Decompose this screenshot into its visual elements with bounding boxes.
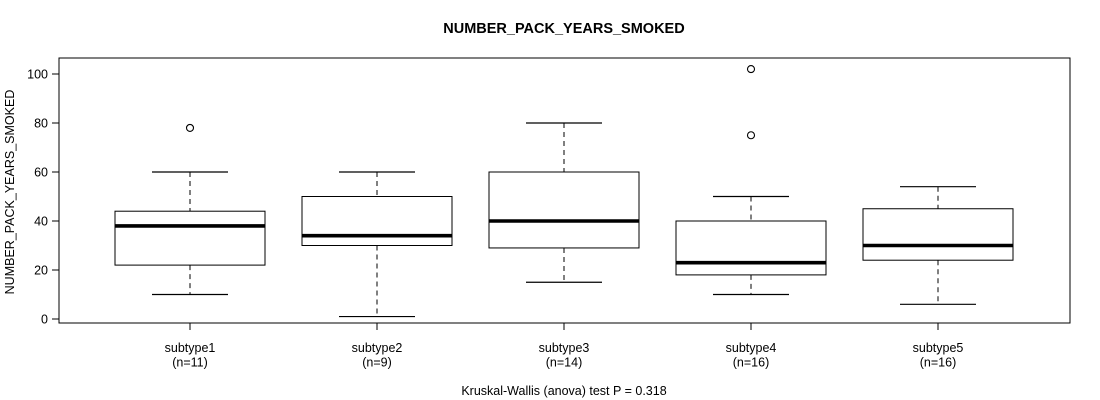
iqr-box — [675, 220, 827, 276]
outlier-point — [185, 123, 195, 132]
x-category-label: subtype4 — [726, 341, 777, 355]
stat-test-caption: Kruskal-Wallis (anova) test P = 0.318 — [461, 384, 666, 398]
outlier-point — [746, 65, 756, 74]
x-category-sublabel: (n=11) — [172, 356, 208, 370]
y-tick-label: 0 — [41, 313, 48, 327]
x-category-label: subtype2 — [352, 341, 403, 355]
x-category-label: subtype5 — [913, 341, 964, 355]
iqr-box — [114, 210, 266, 266]
x-category-sublabel: (n=14) — [546, 356, 582, 370]
y-tick-label: 60 — [34, 166, 48, 180]
y-tick-label: 40 — [34, 215, 48, 229]
chart-title: NUMBER_PACK_YEARS_SMOKED — [443, 21, 684, 37]
outlier-point — [746, 131, 756, 140]
x-category-sublabel: (n=16) — [733, 356, 769, 370]
iqr-box — [488, 171, 640, 249]
iqr-box — [862, 208, 1014, 261]
y-tick-label: 100 — [27, 68, 48, 82]
x-category-sublabel: (n=16) — [920, 356, 956, 370]
y-tick-label: 20 — [34, 264, 48, 278]
iqr-box — [301, 196, 453, 246]
x-category-label: subtype3 — [539, 341, 590, 355]
y-tick-label: 80 — [34, 117, 48, 131]
y-axis-label: NUMBER_PACK_YEARS_SMOKED — [3, 90, 17, 295]
x-category-label: subtype1 — [165, 341, 216, 355]
chart-layer: 0 20 40 60 80 100 subtype1(n=11) subtype2(n=9) s… — [27, 57, 1071, 370]
x-category-sublabel: (n=9) — [362, 356, 392, 370]
